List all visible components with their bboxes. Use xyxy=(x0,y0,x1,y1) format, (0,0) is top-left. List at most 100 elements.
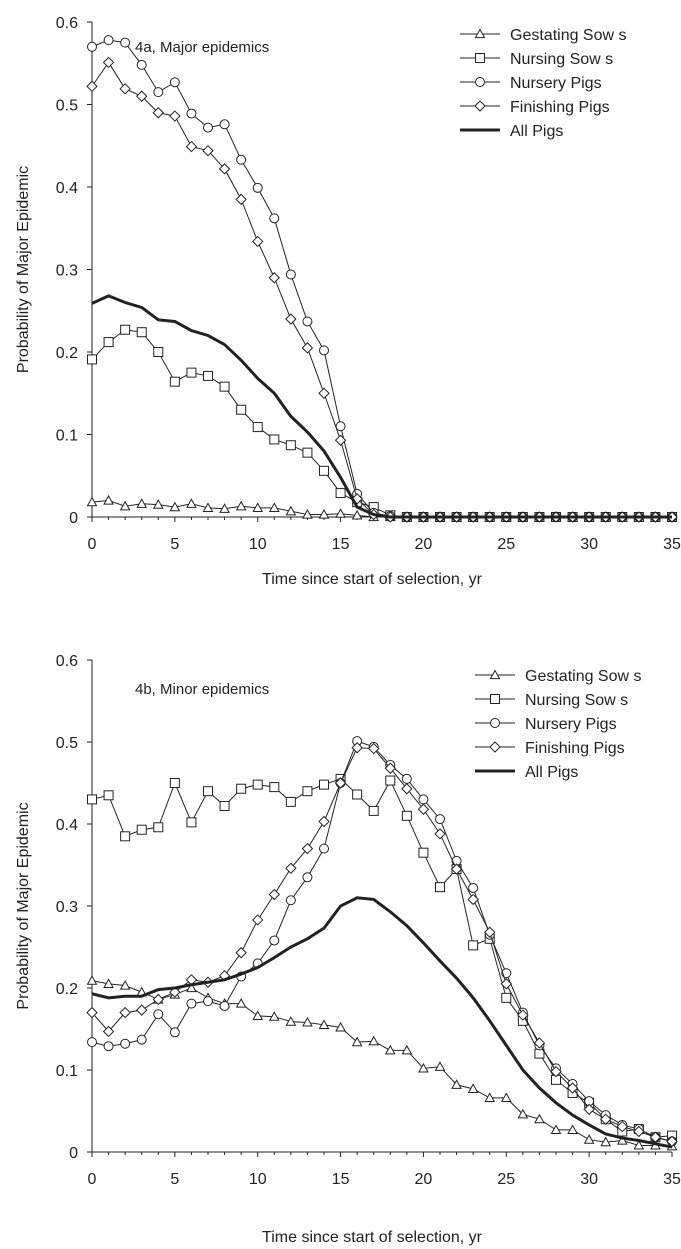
series-nursing-sow-s xyxy=(87,324,677,522)
series-line xyxy=(91,294,672,519)
data-point xyxy=(268,502,280,513)
legend-entry: Gestating Sow s xyxy=(525,668,642,685)
data-point xyxy=(500,978,512,990)
data-point xyxy=(119,500,131,511)
data-point xyxy=(202,502,214,513)
legend-swatch-marker xyxy=(489,741,501,753)
data-point xyxy=(334,434,347,446)
data-point xyxy=(103,978,114,988)
data-point xyxy=(335,508,346,518)
data-point xyxy=(136,90,148,102)
x-tick-label: 10 xyxy=(249,1171,267,1188)
x-tick-label: 10 xyxy=(249,536,267,553)
data-point xyxy=(185,140,198,153)
data-point xyxy=(169,77,180,88)
data-point xyxy=(252,914,264,926)
data-point xyxy=(351,1036,363,1047)
data-point xyxy=(583,1134,595,1144)
x-tick-label: 15 xyxy=(332,536,350,553)
data-point xyxy=(468,940,479,951)
data-point xyxy=(269,434,280,445)
data-point xyxy=(335,421,346,432)
y-tick-label: 0.6 xyxy=(56,653,78,670)
series-line xyxy=(91,778,673,1138)
data-point xyxy=(136,824,147,835)
y-tick-label: 0 xyxy=(69,1145,78,1162)
data-point xyxy=(318,508,330,519)
x-tick-label: 0 xyxy=(88,536,97,553)
data-point xyxy=(87,794,97,805)
data-point xyxy=(235,947,247,959)
data-point xyxy=(186,982,197,993)
legend-entry: All Pigs xyxy=(510,123,563,140)
data-point xyxy=(517,1108,529,1119)
series-line xyxy=(91,740,673,1142)
data-point xyxy=(103,337,114,348)
data-point xyxy=(435,882,445,893)
y-tick-label: 0.1 xyxy=(56,428,78,445)
y-tick-label: 0.3 xyxy=(56,263,78,280)
data-point xyxy=(202,144,214,157)
data-point xyxy=(633,1139,645,1150)
data-point xyxy=(169,110,181,122)
data-point xyxy=(616,1134,628,1145)
data-point xyxy=(368,742,380,755)
data-point xyxy=(169,778,180,788)
data-point xyxy=(285,505,297,516)
data-point xyxy=(236,154,247,165)
series-all-pigs xyxy=(91,294,672,519)
x-tick-label: 35 xyxy=(663,1171,681,1188)
data-point xyxy=(120,37,131,48)
data-point xyxy=(550,1124,562,1134)
data-point xyxy=(301,342,314,354)
data-point xyxy=(534,1113,545,1124)
data-point xyxy=(352,789,363,800)
data-point xyxy=(302,316,313,327)
data-point xyxy=(235,193,247,206)
data-point xyxy=(401,773,412,784)
series-line xyxy=(91,747,673,1142)
data-point xyxy=(186,108,197,119)
data-point xyxy=(153,822,164,833)
data-point xyxy=(119,980,131,990)
data-point xyxy=(169,376,180,387)
data-point xyxy=(484,1092,496,1102)
data-point xyxy=(501,992,512,1003)
data-point xyxy=(302,872,313,883)
data-point xyxy=(302,1016,313,1027)
data-point xyxy=(235,998,247,1008)
data-point xyxy=(285,269,296,280)
y-axis-label: Probability of Major Epidemic xyxy=(15,166,32,373)
legend-entry: Gestating Sow s xyxy=(510,27,627,44)
data-point xyxy=(285,1016,297,1026)
data-point xyxy=(269,782,280,793)
data-point xyxy=(368,805,379,816)
y-tick-label: 0.4 xyxy=(56,180,78,197)
x-tick-label: 25 xyxy=(497,536,515,553)
data-point xyxy=(318,1019,330,1029)
data-point xyxy=(268,1011,280,1021)
data-point xyxy=(434,828,446,840)
data-point xyxy=(318,387,330,399)
x-tick-label: 5 xyxy=(170,1171,179,1188)
x-tick-label: 0 xyxy=(88,1171,97,1188)
data-point xyxy=(417,803,430,815)
data-point xyxy=(153,87,164,98)
data-point xyxy=(467,1083,479,1093)
y-tick-label: 0.1 xyxy=(56,1063,78,1080)
data-point xyxy=(119,1006,131,1019)
legend: Gestating Sow s Nursing Sow s Nursery Pigs… xyxy=(475,668,642,781)
y-axis-label: Probability of Major Epidemic xyxy=(15,802,32,1009)
data-point xyxy=(136,1004,148,1016)
data-point xyxy=(252,422,263,433)
x-tick-label: 35 xyxy=(663,536,681,553)
series-finishing-pigs xyxy=(86,56,678,523)
data-point xyxy=(384,1044,396,1055)
data-point xyxy=(435,814,445,825)
data-point xyxy=(302,786,313,797)
data-point xyxy=(550,1065,562,1078)
legend-swatch-marker xyxy=(475,53,485,63)
data-point xyxy=(649,1131,662,1143)
data-point xyxy=(583,1103,595,1116)
data-point xyxy=(566,1082,579,1094)
